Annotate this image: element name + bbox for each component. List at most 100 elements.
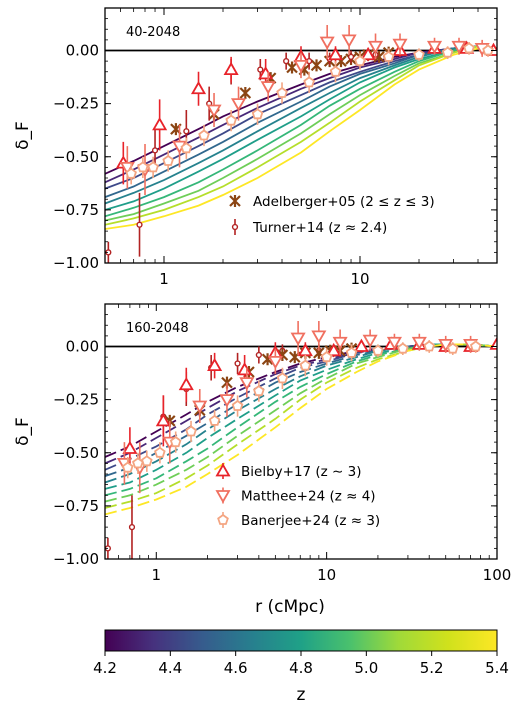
data-point-4-2 (178, 376, 194, 391)
y-tick-label: −0.50 (53, 148, 99, 166)
data-point-6-3 (206, 104, 222, 118)
colorbar-tick-label: 5.4 (485, 659, 509, 677)
legend-entry-label: Matthee+24 (z ≈ 4) (241, 489, 376, 505)
data-point-5-2 (190, 80, 207, 95)
y-tick-label: −0.25 (53, 391, 99, 409)
data-point-7-3 (192, 400, 208, 414)
panel-label-bottom: 160-2048 (126, 321, 189, 336)
data-point-4-0 (122, 440, 138, 454)
y-tick-label: −1.00 (53, 254, 99, 272)
data-point-7-6 (267, 355, 283, 370)
data-point-1-10 (347, 53, 355, 60)
data-point-9-17 (469, 340, 482, 352)
data-point-7-7 (290, 332, 306, 346)
data-point-9-9 (276, 372, 289, 384)
data-point-8-11 (354, 54, 366, 67)
data-point-6-9 (367, 40, 384, 55)
data-point-7-8 (311, 330, 327, 344)
legend-marker (215, 463, 231, 477)
data-point-8-7 (251, 108, 264, 120)
data-point-5-3 (223, 61, 239, 76)
colorbar-tick-label: 4.2 (93, 659, 117, 677)
data-point-8-3 (162, 154, 174, 166)
legend-entry-label: Bielby+17 (z ∼ 3) (241, 464, 362, 480)
data-point-1-1 (136, 221, 143, 228)
data-point-7-4 (219, 394, 235, 408)
data-point-8-16 (482, 44, 494, 56)
data-point-9-10 (299, 359, 312, 371)
data-point-7-12 (411, 336, 427, 351)
panel-top: 0.00 −0.25 −0.50 −0.75 −1.00 δ_F 1 10 40-2048 A… (13, 7, 498, 288)
data-point-8-8 (276, 86, 288, 98)
legend-entry-label: Turner+14 (z ≈ 2.4) (252, 220, 387, 236)
data-point-9-3 (154, 446, 166, 458)
colorbar-tick-label: 5.2 (420, 659, 444, 677)
data-point-8-15 (463, 42, 475, 54)
x-tick-label: 100 (483, 566, 512, 584)
data-point-5-7 (360, 46, 376, 61)
data-point-2-6 (255, 351, 262, 359)
data-point-4-3 (207, 357, 223, 372)
data-point-8-2 (147, 161, 159, 173)
data-point-8-14 (441, 46, 454, 58)
legend-bottom: Bielby+17 (z ∼ 3) Matthee+24 (z ≈ 4) Baner… (215, 463, 380, 529)
data-point-6-8 (341, 34, 357, 48)
x-tick-label: 10 (317, 566, 336, 584)
data-point-8-1 (137, 161, 149, 173)
data-point-6-12 (451, 40, 467, 55)
y-tick-label: 0.00 (66, 42, 99, 60)
data-point-2-1 (128, 524, 136, 531)
data-point-4-8 (353, 338, 369, 352)
colorbar-gradient (104, 629, 498, 652)
data-point-5-1 (152, 117, 168, 131)
observations-top (105, 25, 497, 263)
y-tick-label: −1.00 (53, 550, 99, 568)
data-point-9-15 (423, 340, 436, 352)
model-curve-9 (105, 343, 497, 516)
legend-entry-label: Adelberger+05 (2 ≤ z ≤ 3) (253, 194, 435, 210)
data-point-8-9 (303, 76, 315, 88)
colorbar-label: z (297, 685, 306, 705)
legend-marker (217, 513, 229, 525)
data-point-6-0 (119, 161, 135, 176)
panel-label-top: 40-2048 (126, 25, 180, 40)
data-point-8-4 (180, 142, 193, 154)
data-point-9-5 (185, 425, 197, 437)
colorbar-tick-label: 4.4 (158, 659, 182, 677)
data-point-9-14 (397, 342, 409, 354)
data-point-6-10 (392, 38, 408, 52)
data-point-6-4 (230, 98, 247, 112)
data-point-0-4 (286, 61, 298, 74)
data-point-6-5 (260, 81, 276, 95)
data-point-8-5 (198, 129, 210, 141)
legend-marker (215, 490, 231, 504)
data-point-7-9 (332, 336, 348, 351)
y-axis-label: δ_F (13, 121, 33, 150)
data-point-9-12 (345, 346, 358, 358)
data-point-7-13 (438, 338, 454, 353)
data-point-9-13 (372, 344, 384, 356)
data-point-8-0 (125, 167, 137, 179)
colorbar: 4.2 4.4 4.6 4.8 5.0 5.2 5.4 z (93, 629, 509, 705)
data-point-9-7 (231, 399, 244, 411)
colorbar-ticks: 4.2 4.4 4.6 4.8 5.0 5.2 5.4 (93, 651, 509, 677)
data-point-1-7 (283, 58, 290, 65)
data-point-8-13 (413, 48, 425, 60)
data-point-7-11 (386, 336, 402, 351)
legend-marker (229, 195, 241, 207)
y-tick-label: −0.75 (53, 497, 99, 515)
legend-top: Adelberger+05 (2 ≤ z ≤ 3) Turner+14 (z ≈ … (229, 194, 435, 236)
data-point-8-10 (329, 65, 342, 77)
x-axis-label: r (cMpc) (255, 597, 325, 617)
data-point-6-7 (319, 36, 335, 50)
colorbar-tick-label: 4.6 (224, 659, 248, 677)
data-point-9-11 (320, 350, 333, 363)
data-point-9-8 (253, 384, 265, 397)
legend-marker (231, 223, 239, 231)
data-point-8-6 (225, 114, 237, 126)
data-point-6-11 (426, 40, 443, 55)
model-curve-7 (105, 343, 497, 503)
model-curve-5 (105, 343, 497, 490)
y-tick-label: 0.00 (66, 338, 99, 356)
